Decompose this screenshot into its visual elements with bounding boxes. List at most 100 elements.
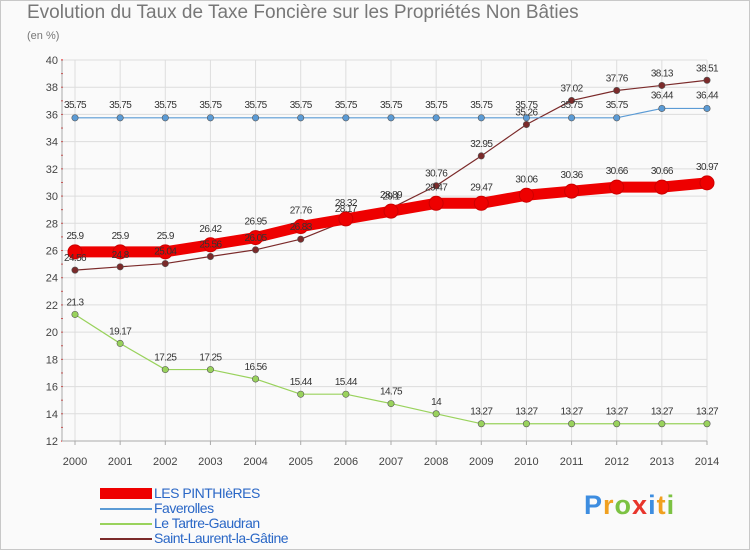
data-label-le-tartre-gaudran: 13.27	[470, 407, 493, 418]
y-tick-label: 26	[46, 246, 58, 258]
data-point-faverolles	[613, 114, 621, 122]
data-point-le-tartre-gaudran	[342, 390, 350, 398]
data-point-le-tartre-gaudran	[71, 310, 79, 318]
y-tick-label: 40	[46, 55, 58, 67]
proxiti-logo: Proxiti	[584, 490, 675, 521]
data-point-le-tartre-gaudran	[116, 339, 124, 347]
logo-letter: t	[656, 490, 667, 520]
grid-layer	[62, 59, 708, 442]
x-tick-label: 2008	[424, 456, 448, 468]
data-labels-layer: 24.56 24.8 25.04 25.56 26.05 26.83 28.17 29.1 30…	[64, 63, 720, 418]
legend-item-saint-laurent-la-gatine: Saint-Laurent-la-Gâtine	[100, 531, 289, 546]
data-label-le-tartre-gaudran: 13.27	[561, 407, 584, 418]
data-point-saint-laurent-la-g-tine	[703, 76, 711, 84]
data-label-faverolles: 35.75	[515, 100, 538, 111]
data-point-faverolles	[568, 114, 576, 122]
data-label-le-tartre-gaudran: 13.27	[651, 407, 674, 418]
data-point-les-pinthi-res	[609, 179, 625, 195]
data-label-le-tartre-gaudran: 16.56	[245, 362, 268, 373]
data-point-le-tartre-gaudran	[252, 375, 260, 383]
legend-swatch-faverolles	[100, 507, 152, 510]
data-label-les-pinthi-res: 30.97	[696, 162, 719, 173]
data-point-le-tartre-gaudran	[522, 420, 530, 428]
series-les-pinthi-res	[67, 175, 715, 260]
data-point-faverolles	[387, 114, 395, 122]
data-point-les-pinthi-res	[383, 203, 399, 219]
data-label-saint-laurent-la-g-tine: 25.56	[199, 239, 222, 250]
data-point-le-tartre-gaudran	[206, 366, 214, 374]
data-label-le-tartre-gaudran: 17.25	[154, 353, 177, 364]
data-point-les-pinthi-res	[248, 230, 264, 246]
data-point-faverolles	[342, 114, 350, 122]
x-tick-label: 2007	[379, 456, 403, 468]
x-tick-label: 2012	[604, 456, 628, 468]
logo-letter: i	[648, 490, 657, 520]
y-tick-label: 28	[46, 218, 58, 230]
x-tick-label: 2000	[63, 456, 87, 468]
data-label-les-pinthi-res: 27.76	[290, 206, 313, 217]
data-point-saint-laurent-la-g-tine	[477, 152, 485, 160]
y-tick-label: 38	[46, 82, 58, 94]
data-point-le-tartre-gaudran	[613, 420, 621, 428]
data-label-saint-laurent-la-g-tine: 38.13	[651, 68, 674, 79]
data-point-les-pinthi-res	[338, 211, 354, 227]
data-point-le-tartre-gaudran	[432, 410, 440, 418]
y-tick-label: 36	[46, 109, 58, 121]
data-label-le-tartre-gaudran: 13.27	[515, 407, 538, 418]
data-label-faverolles: 35.75	[606, 100, 629, 111]
x-tick-label: 2005	[288, 456, 312, 468]
legend-label: Le Tartre-Gaudran	[154, 515, 260, 531]
legend-label: LES PINTHIèRES	[154, 485, 260, 501]
data-label-les-pinthi-res: 29.47	[425, 182, 448, 193]
y-tick-label: 16	[46, 382, 58, 394]
data-label-les-pinthi-res: 26.95	[245, 217, 268, 228]
data-point-faverolles	[432, 114, 440, 122]
data-point-les-pinthi-res	[112, 244, 128, 260]
data-label-faverolles: 35.75	[245, 100, 268, 111]
data-label-les-pinthi-res: 30.66	[606, 166, 629, 177]
series-le-tartre-gaudran	[71, 310, 711, 428]
data-point-faverolles	[703, 104, 711, 112]
data-label-saint-laurent-la-g-tine: 25.04	[154, 247, 177, 258]
data-label-saint-laurent-la-g-tine: 26.05	[245, 233, 268, 244]
legend-item-le-tartre-gaudran: Le Tartre-Gaudran	[100, 516, 288, 531]
data-label-faverolles: 35.75	[380, 100, 403, 111]
data-label-saint-laurent-la-g-tine: 37.02	[561, 84, 584, 95]
data-label-saint-laurent-la-g-tine: 32.95	[470, 139, 493, 150]
legend-label: Faverolles	[154, 500, 214, 516]
x-tick-label: 2010	[514, 456, 538, 468]
y-tick-label: 24	[46, 273, 58, 285]
data-label-faverolles: 35.75	[64, 100, 87, 111]
data-label-le-tartre-gaudran: 15.44	[290, 377, 313, 388]
legend-item-faverolles: Faverolles	[100, 501, 288, 516]
y-tick-label: 34	[46, 137, 58, 149]
data-point-faverolles	[161, 114, 169, 122]
data-label-les-pinthi-res: 30.66	[651, 166, 674, 177]
data-label-les-pinthi-res: 29.47	[470, 182, 493, 193]
axes-layer: 12 14 16 18 20 22 24 26 28 30 32 34 36 38 40 2000 2001 20…	[46, 55, 719, 468]
data-point-faverolles	[658, 104, 666, 112]
data-point-les-pinthi-res	[473, 195, 489, 211]
data-label-le-tartre-gaudran: 14.75	[380, 387, 403, 398]
data-label-le-tartre-gaudran: 13.27	[606, 407, 629, 418]
data-point-le-tartre-gaudran	[703, 420, 711, 428]
data-label-le-tartre-gaudran: 15.44	[335, 377, 358, 388]
data-label-faverolles: 35.75	[109, 100, 132, 111]
data-label-saint-laurent-la-g-tine: 29.1	[382, 191, 400, 202]
data-label-faverolles: 35.75	[290, 100, 313, 111]
data-point-les-pinthi-res	[654, 179, 670, 195]
logo-letter: x	[632, 490, 649, 520]
logo-letter: o	[614, 490, 633, 520]
data-label-le-tartre-gaudran: 14	[431, 397, 442, 408]
y-tick-label: 20	[46, 327, 58, 339]
data-label-saint-laurent-la-g-tine: 24.56	[64, 253, 87, 264]
y-tick-label: 30	[46, 191, 58, 203]
x-tick-label: 2009	[469, 456, 493, 468]
x-tick-label: 2003	[198, 456, 222, 468]
data-label-faverolles: 35.75	[335, 100, 358, 111]
y-tick-label: 22	[46, 300, 58, 312]
x-tick-label: 2014	[695, 456, 719, 468]
data-point-saint-laurent-la-g-tine	[432, 182, 440, 190]
y-tick-label: 12	[46, 436, 58, 448]
